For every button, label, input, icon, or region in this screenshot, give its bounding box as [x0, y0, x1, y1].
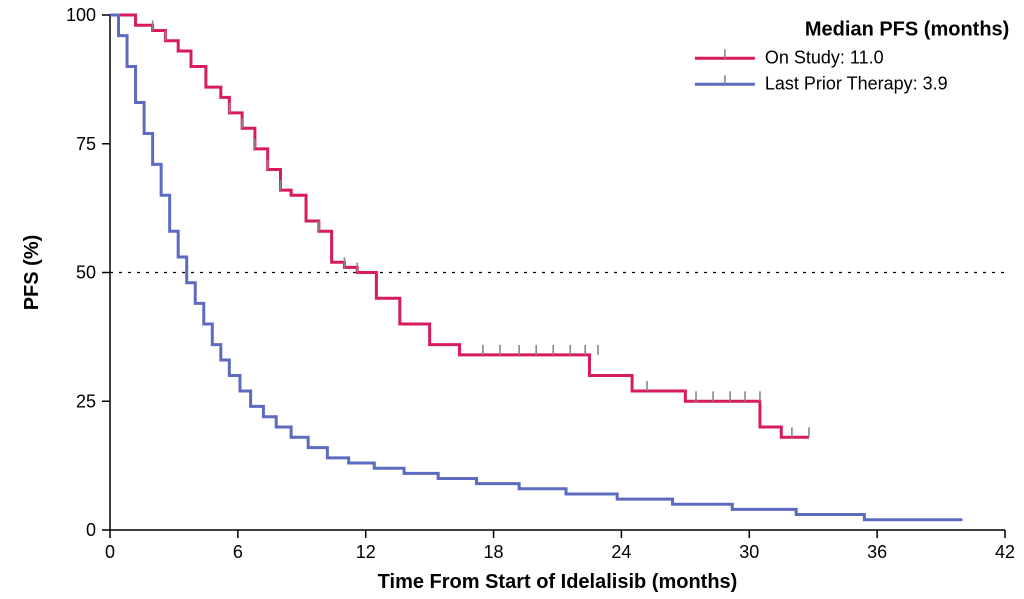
x-tick-label: 18: [484, 542, 504, 562]
km-survival-chart: 0 25 50 75 100 0 6 12 18 24 30 36 42 Time From Start …: [0, 0, 1024, 599]
x-tick-label: 24: [611, 542, 631, 562]
y-tick-label: 25: [76, 391, 96, 411]
legend-item-label: Last Prior Therapy: 3.9: [765, 73, 948, 93]
y-tick-label: 50: [76, 263, 96, 283]
x-tick-label: 36: [867, 542, 887, 562]
x-tick-label: 6: [233, 542, 243, 562]
y-tick-label: 100: [66, 5, 96, 25]
x-tick-label: 0: [105, 542, 115, 562]
x-tick-label: 12: [356, 542, 376, 562]
x-axis-label: Time From Start of Idelalisib (months): [378, 571, 738, 593]
y-tick-label: 0: [86, 520, 96, 540]
chart-svg: 0 25 50 75 100 0 6 12 18 24 30 36 42 Time From Start …: [0, 0, 1024, 599]
legend-item-label: On Study: 11.0: [765, 47, 884, 67]
y-tick-label: 75: [76, 134, 96, 154]
y-axis-label: PFS (%): [21, 235, 43, 311]
x-tick-label: 30: [739, 542, 759, 562]
x-tick-label: 42: [995, 542, 1015, 562]
legend-title: Median PFS (months): [805, 18, 1009, 40]
